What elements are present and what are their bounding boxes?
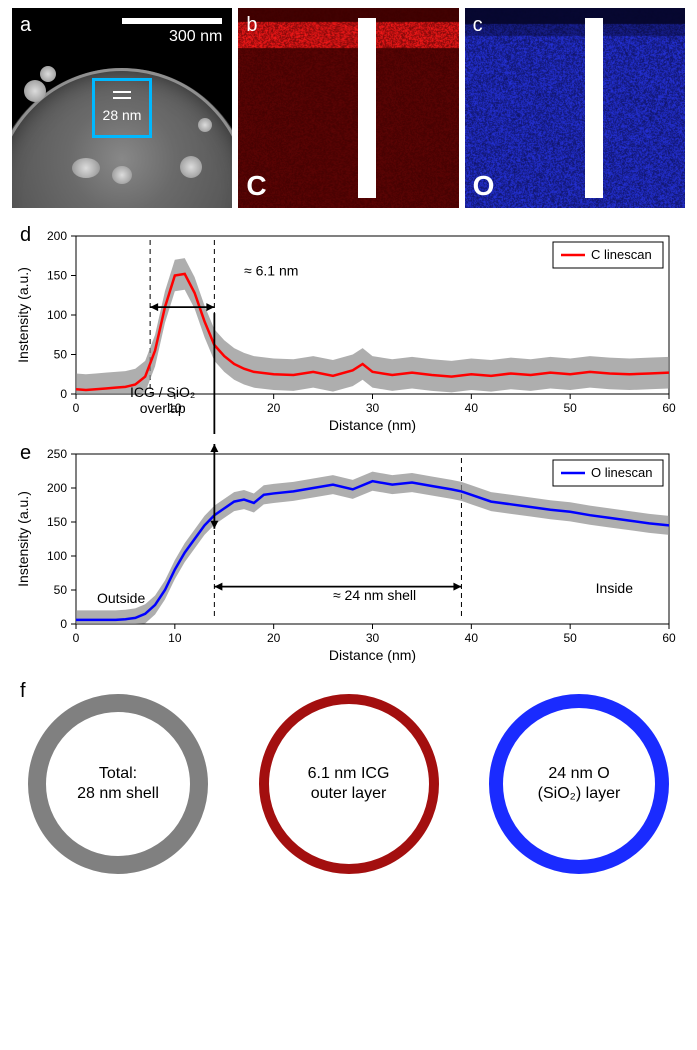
svg-text:50: 50: [54, 348, 68, 362]
sem-blob: [24, 80, 46, 102]
svg-text:Distance (nm): Distance (nm): [329, 647, 416, 663]
svg-text:Instensity (a.u.): Instensity (a.u.): [15, 491, 31, 587]
panel-b-c-map: b C: [238, 8, 458, 208]
panel-e-label: e: [20, 442, 31, 465]
roi-label: 28 nm: [95, 107, 149, 123]
element-label-c: C: [246, 170, 266, 202]
scale-bar: [122, 18, 222, 24]
elemental-map-o: [465, 8, 685, 208]
panel-d-label: d: [20, 224, 31, 247]
figure-root: a 300 nm 28 nm b C c O: [0, 0, 697, 896]
ring-row: Total: 28 nm shell 6.1 nm ICG outer layer…: [12, 684, 685, 884]
svg-text:0: 0: [73, 631, 80, 645]
svg-text:10: 10: [168, 631, 182, 645]
svg-text:200: 200: [47, 481, 67, 495]
roi-mark-icon: [113, 91, 131, 93]
sem-blob: [72, 158, 100, 178]
svg-text:150: 150: [47, 515, 67, 529]
sem-blob: [198, 118, 212, 132]
svg-text:Distance (nm): Distance (nm): [329, 417, 416, 433]
overlap-label: ICG / SiO₂ overlap: [130, 384, 195, 416]
element-label-o: O: [473, 170, 495, 202]
panel-a-label: a: [20, 14, 31, 37]
ring-label: 6.1 nm ICG outer layer: [308, 764, 390, 804]
svg-text:50: 50: [563, 631, 577, 645]
outside-label: Outside: [97, 590, 145, 606]
panel-c-o-map: c O: [465, 8, 685, 208]
ring-item: Total: 28 nm shell: [18, 684, 218, 884]
chart-d-svg: 0102030405060050100150200Distance (nm)In…: [12, 222, 685, 436]
svg-text:200: 200: [47, 229, 67, 243]
svg-text:O linescan: O linescan: [591, 465, 652, 480]
top-image-row: a 300 nm 28 nm b C c O: [12, 8, 685, 208]
chart-e-block: e 0 10 20 30 40 50 60 0 50 100 150 200 250 Distance (…: [12, 440, 685, 670]
svg-text:Instensity (a.u.): Instensity (a.u.): [15, 267, 31, 363]
ring-label: Total: 28 nm shell: [77, 764, 159, 804]
svg-text:≈ 24 nm shell: ≈ 24 nm shell: [333, 587, 416, 603]
svg-text:100: 100: [47, 549, 67, 563]
elemental-map-c: [238, 8, 458, 208]
ring-item: 6.1 nm ICG outer layer: [249, 684, 449, 884]
chart-e-svg: 0 10 20 30 40 50 60 0 50 100 150 200 250 Distance (nm…: [12, 440, 685, 666]
sem-blob: [40, 66, 56, 82]
svg-text:C linescan: C linescan: [591, 247, 652, 262]
svg-text:60: 60: [662, 401, 676, 415]
svg-text:30: 30: [366, 401, 380, 415]
panel-a-sem-image: a 300 nm 28 nm: [12, 8, 232, 208]
panel-f-block: f Total: 28 nm shell6.1 nm ICG outer lay…: [12, 684, 685, 884]
sem-blob: [112, 166, 132, 184]
roi-box: 28 nm: [92, 78, 152, 138]
svg-text:60: 60: [662, 631, 676, 645]
svg-text:50: 50: [54, 583, 68, 597]
svg-text:150: 150: [47, 269, 67, 283]
vertical-scale-bar: [585, 18, 603, 198]
inside-label: Inside: [596, 580, 633, 596]
roi-mark-icon: [113, 97, 131, 99]
panel-c-label: c: [473, 14, 483, 37]
svg-text:0: 0: [73, 401, 80, 415]
panel-b-label: b: [246, 14, 257, 37]
svg-text:50: 50: [563, 401, 577, 415]
svg-text:40: 40: [465, 631, 479, 645]
svg-text:≈ 6.1 nm: ≈ 6.1 nm: [244, 263, 298, 279]
sem-blob: [180, 156, 202, 178]
svg-text:20: 20: [267, 401, 281, 415]
vertical-scale-bar: [358, 18, 376, 198]
svg-text:20: 20: [267, 631, 281, 645]
svg-text:0: 0: [60, 617, 67, 631]
chart-d-block: d 0102030405060050100150200Distance (nm)…: [12, 222, 685, 440]
ring-label: 24 nm O (SiO₂) layer: [538, 764, 621, 804]
ring-item: 24 nm O (SiO₂) layer: [479, 684, 679, 884]
svg-text:250: 250: [47, 447, 67, 461]
svg-text:100: 100: [47, 308, 67, 322]
svg-text:0: 0: [60, 387, 67, 401]
svg-text:30: 30: [366, 631, 380, 645]
scale-bar-label: 300 nm: [169, 28, 222, 46]
svg-text:40: 40: [465, 401, 479, 415]
